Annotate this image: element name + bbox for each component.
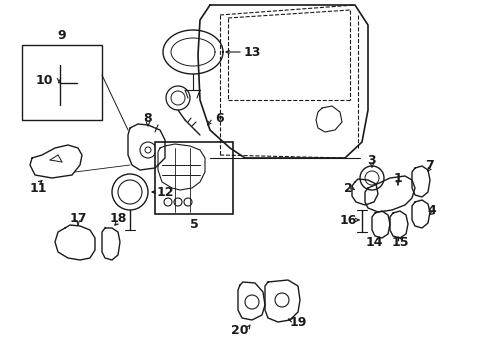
Text: 15: 15 bbox=[390, 235, 408, 248]
Bar bbox=[22, 45, 102, 120]
Text: 8: 8 bbox=[143, 112, 152, 125]
Text: 18: 18 bbox=[109, 212, 126, 225]
Text: 20: 20 bbox=[231, 324, 248, 337]
Text: 7: 7 bbox=[425, 158, 433, 171]
Text: 16: 16 bbox=[339, 213, 356, 226]
Text: 14: 14 bbox=[365, 235, 382, 248]
Text: 5: 5 bbox=[189, 217, 198, 230]
Text: 10: 10 bbox=[35, 73, 53, 86]
Text: 1: 1 bbox=[393, 171, 402, 185]
Text: 3: 3 bbox=[367, 153, 376, 166]
Text: 9: 9 bbox=[58, 28, 66, 41]
Text: 2: 2 bbox=[343, 181, 352, 194]
Text: 12: 12 bbox=[156, 185, 173, 198]
Text: 6: 6 bbox=[215, 112, 224, 125]
Text: 4: 4 bbox=[427, 203, 435, 216]
Text: 13: 13 bbox=[243, 45, 260, 59]
Text: 11: 11 bbox=[29, 181, 47, 194]
Text: 19: 19 bbox=[289, 315, 306, 328]
Bar bbox=[155, 142, 232, 214]
Text: 17: 17 bbox=[69, 212, 86, 225]
